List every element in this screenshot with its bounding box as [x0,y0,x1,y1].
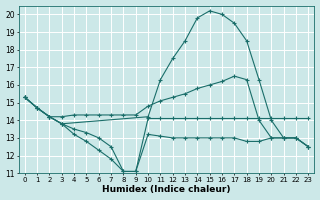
X-axis label: Humidex (Indice chaleur): Humidex (Indice chaleur) [102,185,231,194]
